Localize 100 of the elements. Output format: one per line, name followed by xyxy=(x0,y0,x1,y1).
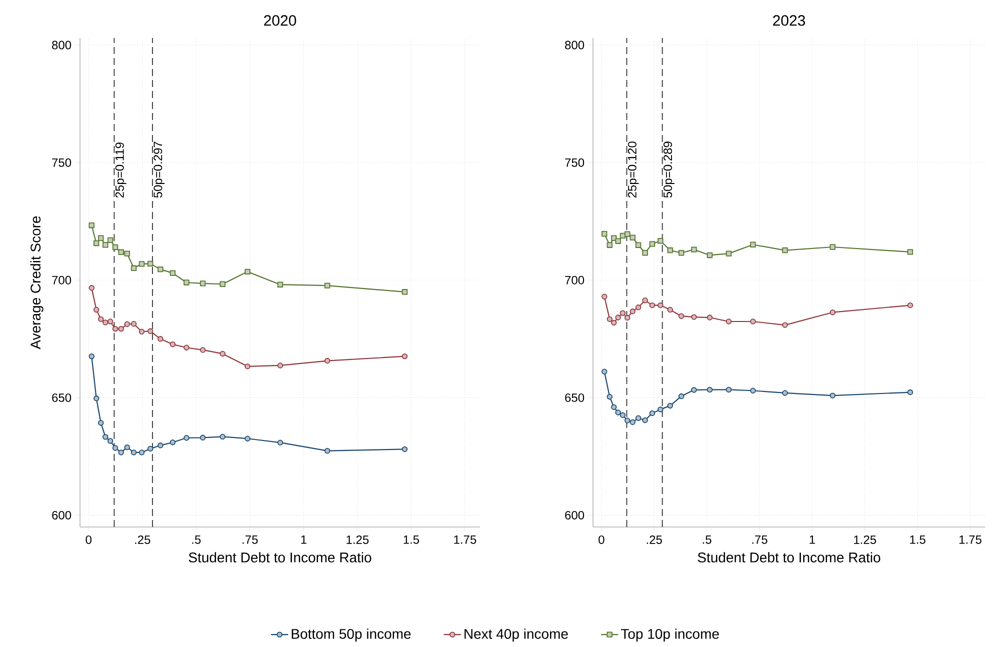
point xyxy=(107,318,114,324)
point xyxy=(170,341,176,348)
y-tick-label: 650 xyxy=(52,393,72,402)
point xyxy=(102,434,108,440)
y-tick-label: 700 xyxy=(52,276,72,284)
point xyxy=(907,389,914,396)
point xyxy=(706,252,713,258)
point xyxy=(200,280,206,286)
point xyxy=(200,434,206,440)
point xyxy=(620,412,626,418)
x-tick-label: .5 xyxy=(702,535,712,544)
point xyxy=(94,240,100,246)
point xyxy=(611,404,617,410)
point xyxy=(98,420,104,426)
point xyxy=(220,434,226,440)
y-tick-label: 750 xyxy=(52,158,72,167)
point xyxy=(611,320,617,326)
point xyxy=(277,440,284,446)
point xyxy=(244,268,250,275)
y-tick-label: 800 xyxy=(52,40,72,50)
point xyxy=(658,302,664,308)
point xyxy=(630,419,636,425)
ref-line-label: 50p=0.297 xyxy=(154,142,165,198)
point xyxy=(907,249,914,255)
x-tick-label: 1.5 xyxy=(910,535,926,544)
point xyxy=(98,235,104,241)
point xyxy=(138,450,145,456)
point xyxy=(200,347,206,353)
point xyxy=(615,314,621,320)
point xyxy=(615,238,621,244)
point xyxy=(184,280,190,286)
x-tick-label: 1.25 xyxy=(346,535,369,544)
point xyxy=(130,450,137,456)
point xyxy=(635,415,642,421)
point xyxy=(170,440,176,446)
point xyxy=(402,446,408,452)
point xyxy=(606,242,613,248)
y-tick-label: 700 xyxy=(565,276,584,284)
point xyxy=(691,246,697,252)
point xyxy=(118,249,124,256)
point xyxy=(726,386,732,393)
point xyxy=(782,390,788,396)
y-axis-title: Average Credit Score xyxy=(30,216,44,350)
point xyxy=(130,321,137,327)
point xyxy=(170,270,176,276)
point xyxy=(606,316,613,322)
point xyxy=(402,353,408,360)
point xyxy=(88,222,94,228)
point xyxy=(602,294,608,300)
point xyxy=(124,250,130,256)
point xyxy=(706,386,713,393)
point xyxy=(402,289,408,295)
chart-title: 2023 xyxy=(773,15,806,26)
y-tick-label: 750 xyxy=(565,158,584,167)
y-tick-label: 800 xyxy=(565,40,584,50)
ref-line-label: 25p=0.119 xyxy=(115,142,126,198)
point xyxy=(615,410,621,416)
x-tick-label: 1.75 xyxy=(959,535,982,544)
point xyxy=(620,310,626,316)
point xyxy=(94,396,100,402)
x-tick-label: .5 xyxy=(192,535,201,544)
point xyxy=(184,435,190,441)
legend-label: Bottom 50p income xyxy=(292,628,411,642)
point xyxy=(244,364,250,370)
point xyxy=(658,238,664,244)
point xyxy=(107,438,114,444)
x-tick-label: .75 xyxy=(752,535,768,544)
point xyxy=(102,320,108,326)
point xyxy=(642,417,648,424)
x-tick-label: 0 xyxy=(86,535,92,544)
point xyxy=(112,326,118,332)
point xyxy=(602,230,608,237)
point xyxy=(124,444,130,450)
x-tick-label: .75 xyxy=(242,535,258,544)
x-axis-title: Student Debt to Income Ratio xyxy=(698,552,880,562)
point xyxy=(642,298,648,304)
point xyxy=(907,302,914,308)
point xyxy=(88,353,94,360)
point xyxy=(750,388,756,394)
point xyxy=(147,446,154,452)
x-axis-title: Student Debt to Income Ratio xyxy=(188,552,372,562)
point xyxy=(277,362,284,368)
point xyxy=(658,406,664,412)
point xyxy=(691,387,697,393)
x-tick-label: 1 xyxy=(301,535,306,544)
point xyxy=(750,318,756,324)
chart-title: 2020 xyxy=(264,15,296,26)
point xyxy=(830,309,836,316)
point xyxy=(158,266,164,272)
point xyxy=(277,282,284,288)
legend-label: Next 40p income xyxy=(464,628,568,642)
point xyxy=(635,242,642,248)
point xyxy=(706,314,713,320)
y-tick-label: 600 xyxy=(52,510,72,520)
point xyxy=(112,244,118,250)
y-tick-label: 650 xyxy=(565,393,584,402)
point xyxy=(630,308,636,314)
x-tick-label: 1.5 xyxy=(404,535,420,544)
point xyxy=(244,436,250,442)
point xyxy=(649,302,656,308)
